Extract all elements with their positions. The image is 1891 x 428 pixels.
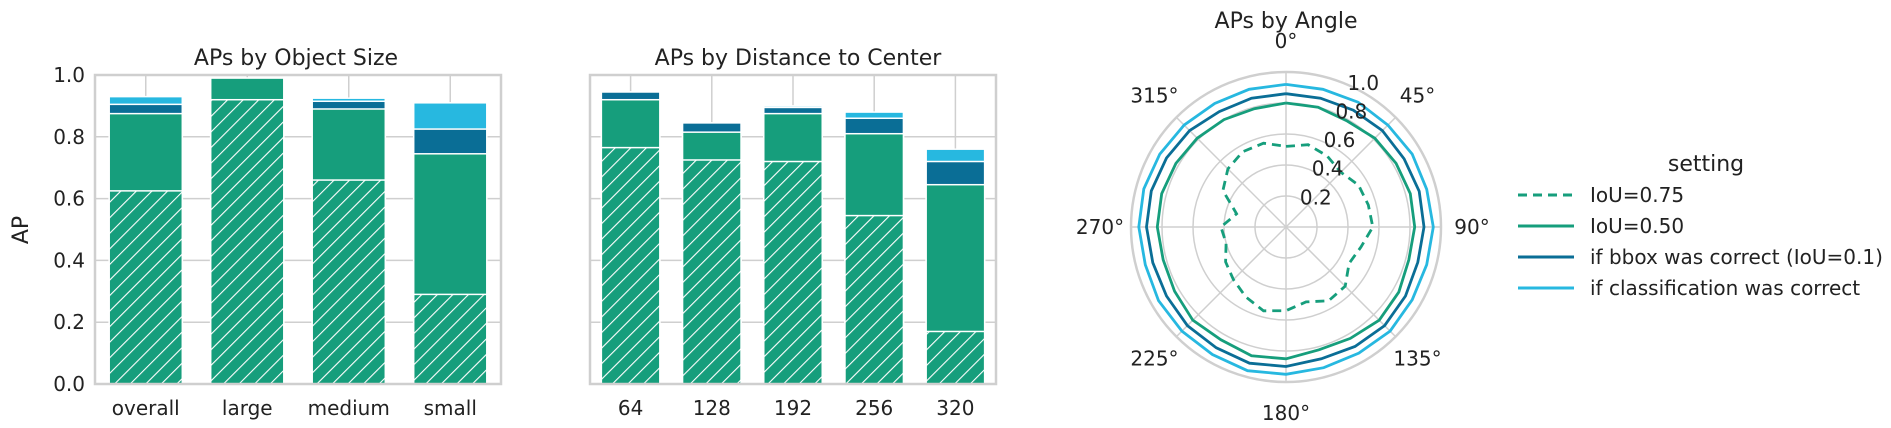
y-tick-label: 0.8 (53, 125, 85, 149)
bars (108, 77, 488, 385)
polar-labels: 0.2 0.4 0.6 0.8 1.0 0° 45° 90° 135° 180° 225° 270° 3… (1076, 29, 1490, 425)
x-tick-label: 64 (618, 396, 643, 420)
polar-grid (1129, 70, 1443, 384)
bar-iou-0-75 (108, 190, 184, 385)
angle-tick-label: 180° (1262, 401, 1310, 425)
bar-iou-0-75 (681, 159, 742, 385)
plot-frame (93, 73, 503, 386)
x-tick-label: small (424, 396, 477, 420)
legend-items: IoU=0.75 IoU=0.50 if bbox was correct (IoU… (1518, 183, 1883, 300)
legend-title: setting (1668, 152, 1744, 177)
angle-tick-label: 135° (1393, 347, 1441, 371)
radial-tick-label: 0.8 (1335, 99, 1367, 123)
chart-title: APs by Object Size (194, 46, 398, 71)
polar-line-if-bbox-was-correct-iou-0-1- (1145, 92, 1426, 368)
polar-frame (1129, 70, 1443, 384)
angle-tick-label: 90° (1454, 215, 1489, 239)
tick-labels: 0.0 0.2 0.4 0.6 0.8 1.0 overall large medium smal… (53, 63, 477, 420)
x-tick-label: 192 (774, 396, 812, 420)
radial-tick-label: 0.6 (1324, 128, 1356, 152)
y-tick-label: 1.0 (53, 63, 85, 87)
bar-iou-0-75 (925, 330, 986, 385)
legend: setting IoU=0.75 IoU=0.50 if bbox was corr… (1518, 152, 1883, 300)
legend-label: if bbox was correct (IoU=0.1) (1590, 245, 1883, 269)
angular-gridline (1175, 116, 1287, 228)
polar-line-if-classification-was-correct (1137, 83, 1435, 376)
tick-labels: 64 128 192 256 320 (618, 396, 975, 420)
bar-iou-0-75 (600, 146, 661, 385)
radial-tick-label: 1.0 (1347, 71, 1379, 95)
radial-tick-label: 0.2 (1300, 185, 1332, 209)
angular-gridline (1285, 226, 1397, 338)
polar-series (1137, 83, 1435, 376)
angle-tick-label: 0° (1275, 29, 1298, 53)
chart-aps-by-angle: APs by Angle 0.2 0.4 0.6 0.8 1.0 0° 45° 90° 135°… (1076, 9, 1490, 425)
angle-tick-label: 315° (1130, 83, 1178, 107)
plot-frame (588, 73, 998, 386)
chart-aps-by-object-size: APs by Object Size AP 0.0 0.2 0.4 0.6 0.8 1.0… (9, 46, 503, 420)
chart-title: APs by Angle (1215, 9, 1358, 34)
legend-label: IoU=0.75 (1590, 183, 1684, 207)
radial-tick-label: 0.4 (1312, 157, 1344, 181)
bar-iou-0-75 (844, 214, 905, 385)
x-tick-label: 256 (855, 396, 893, 420)
angle-tick-label: 270° (1076, 215, 1124, 239)
angle-tick-label: 45° (1400, 83, 1435, 107)
y-tick-label: 0.6 (53, 187, 85, 211)
x-tick-label: large (222, 396, 273, 420)
y-tick-label: 0.4 (53, 248, 85, 272)
y-tick-label: 0.0 (53, 372, 85, 396)
bar-iou-0-75 (209, 98, 285, 385)
angle-tick-label: 225° (1130, 347, 1178, 371)
y-axis-label: AP (9, 216, 34, 244)
x-tick-label: 320 (936, 396, 974, 420)
bars (600, 91, 986, 385)
chart-title: APs by Distance to Center (655, 46, 943, 71)
x-tick-label: medium (308, 396, 390, 420)
polar-line-iou-0-50 (1155, 101, 1417, 361)
bar-iou-0-75 (412, 293, 488, 385)
bar-iou-0-75 (763, 160, 823, 385)
angular-gridline (1175, 226, 1287, 338)
bar-iou-0-75 (311, 179, 387, 385)
x-tick-label: 128 (693, 396, 731, 420)
chart-aps-by-distance: APs by Distance to Center 64 128 192 256 320 (588, 46, 998, 420)
x-tick-label: overall (112, 396, 180, 420)
legend-label: if classification was correct (1590, 276, 1860, 300)
legend-label: IoU=0.50 (1590, 214, 1684, 238)
y-tick-label: 0.2 (53, 310, 85, 334)
